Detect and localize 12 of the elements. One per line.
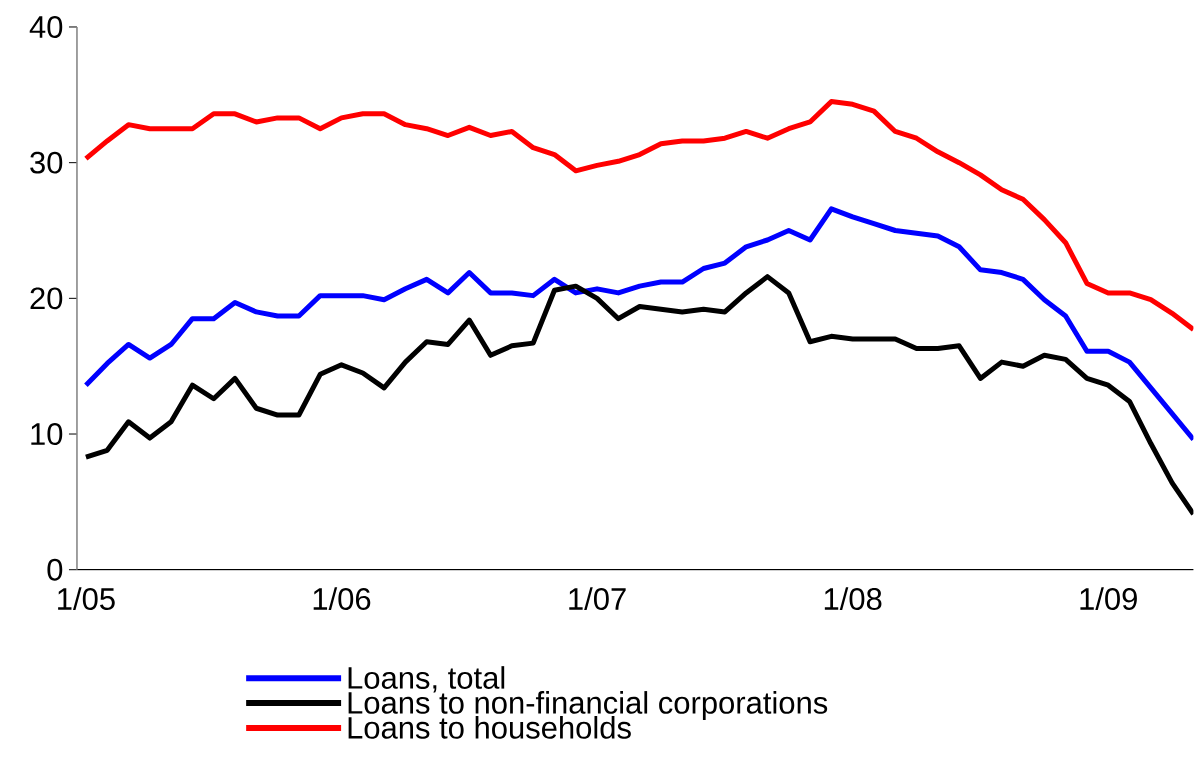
x-tick-label: 1/08 xyxy=(824,587,882,611)
y-tick-label: 40 xyxy=(29,16,63,39)
legend-label: Loans to households xyxy=(348,716,631,739)
legend-label: Loans, total xyxy=(348,666,505,693)
x-tick-label: 1/07 xyxy=(569,587,626,611)
y-tick-label: 30 xyxy=(30,151,63,174)
y-tick-label: 0 xyxy=(47,558,63,581)
x-tick-label: 1/05 xyxy=(58,587,115,611)
y-tick-label: 20 xyxy=(30,287,63,310)
x-tick-label: 1/06 xyxy=(313,587,371,611)
x-tick-label: 1/09 xyxy=(1080,587,1137,611)
y-tick-label: 10 xyxy=(31,423,63,446)
